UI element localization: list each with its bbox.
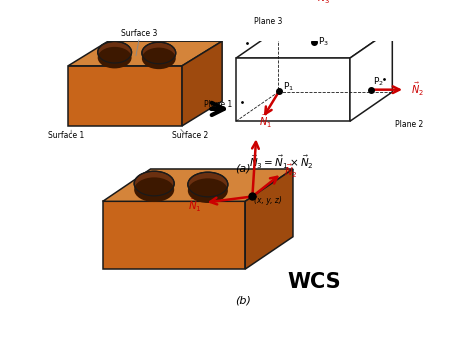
Ellipse shape [98,47,132,68]
Text: $\vec{N}_1$: $\vec{N}_1$ [259,113,272,130]
Text: P$_3$: P$_3$ [318,35,329,48]
Ellipse shape [134,177,174,202]
Ellipse shape [142,42,176,64]
Ellipse shape [134,171,174,196]
Text: $\vec{N}_3$: $\vec{N}_3$ [317,0,330,6]
Text: (x, y, z): (x, y, z) [254,197,282,205]
Text: (a): (a) [235,163,251,173]
Text: P$_1$: P$_1$ [283,80,294,93]
Text: Plane 2: Plane 2 [395,120,423,129]
Ellipse shape [142,48,176,69]
Text: Surface 2: Surface 2 [172,131,208,140]
Polygon shape [182,41,222,126]
Polygon shape [68,66,182,126]
Text: WCS: WCS [288,272,341,292]
Text: $\vec{N}_1$: $\vec{N}_1$ [188,197,201,214]
Polygon shape [236,58,350,121]
Polygon shape [68,41,222,66]
Text: Surface 3: Surface 3 [121,29,158,38]
Ellipse shape [188,178,228,203]
Text: Plane 3: Plane 3 [254,17,283,26]
Text: (b): (b) [235,296,251,306]
Polygon shape [245,169,293,269]
Text: $\vec{N}_2$: $\vec{N}_2$ [411,81,424,98]
Text: Surface 1: Surface 1 [48,131,85,140]
Polygon shape [236,29,392,58]
Ellipse shape [188,172,228,197]
Text: $\vec{N}_3 = \vec{N}_1 \times \vec{N}_2$: $\vec{N}_3 = \vec{N}_1 \times \vec{N}_2$ [249,154,314,171]
Text: Plane 1: Plane 1 [204,100,232,109]
Text: $\vec{N}_2$: $\vec{N}_2$ [284,163,298,180]
Polygon shape [350,29,392,121]
Text: P$_2$: P$_2$ [373,75,383,88]
Ellipse shape [98,42,132,63]
Polygon shape [103,201,245,269]
Polygon shape [103,169,293,201]
